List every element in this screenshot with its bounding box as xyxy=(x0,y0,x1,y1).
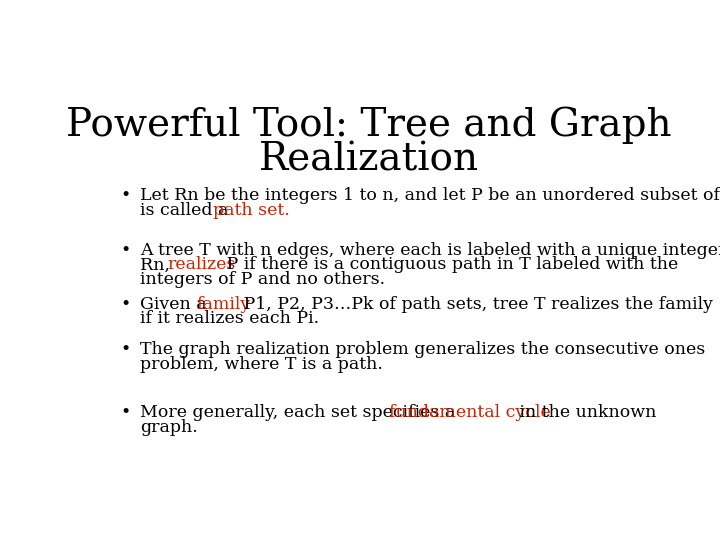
Text: family: family xyxy=(196,295,251,313)
Text: Let Rn be the integers 1 to n, and let P be an unordered subset of Rn.  P: Let Rn be the integers 1 to n, and let P… xyxy=(140,187,720,205)
Text: problem, where T is a path.: problem, where T is a path. xyxy=(140,356,383,373)
Text: The graph realization problem generalizes the consecutive ones: The graph realization problem generalize… xyxy=(140,341,706,359)
Text: P1, P2, P3…Pk of path sets, tree T realizes the family: P1, P2, P3…Pk of path sets, tree T reali… xyxy=(238,295,714,313)
Text: Realization: Realization xyxy=(259,141,479,179)
Text: integers of P and no others.: integers of P and no others. xyxy=(140,272,385,288)
Text: •: • xyxy=(121,295,131,313)
Text: Powerful Tool: Tree and Graph: Powerful Tool: Tree and Graph xyxy=(66,106,672,144)
Text: Given a: Given a xyxy=(140,295,212,313)
Text: •: • xyxy=(121,241,131,259)
Text: is called a: is called a xyxy=(140,202,234,219)
Text: fundamental cycle: fundamental cycle xyxy=(389,404,551,421)
Text: Rn,: Rn, xyxy=(140,256,176,273)
Text: if it realizes each Pi.: if it realizes each Pi. xyxy=(140,310,320,327)
Text: More generally, each set specifies a: More generally, each set specifies a xyxy=(140,404,461,421)
Text: •: • xyxy=(121,341,131,359)
Text: •: • xyxy=(121,187,131,205)
Text: path set.: path set. xyxy=(213,202,289,219)
Text: A tree T with n edges, where each is labeled with a unique integer of: A tree T with n edges, where each is lab… xyxy=(140,241,720,259)
Text: graph.: graph. xyxy=(140,418,198,436)
Text: realizes: realizes xyxy=(168,256,236,273)
Text: P if there is a contiguous path in T labeled with the: P if there is a contiguous path in T lab… xyxy=(221,256,678,273)
Text: •: • xyxy=(121,404,131,421)
Text: in the unknown: in the unknown xyxy=(514,404,657,421)
